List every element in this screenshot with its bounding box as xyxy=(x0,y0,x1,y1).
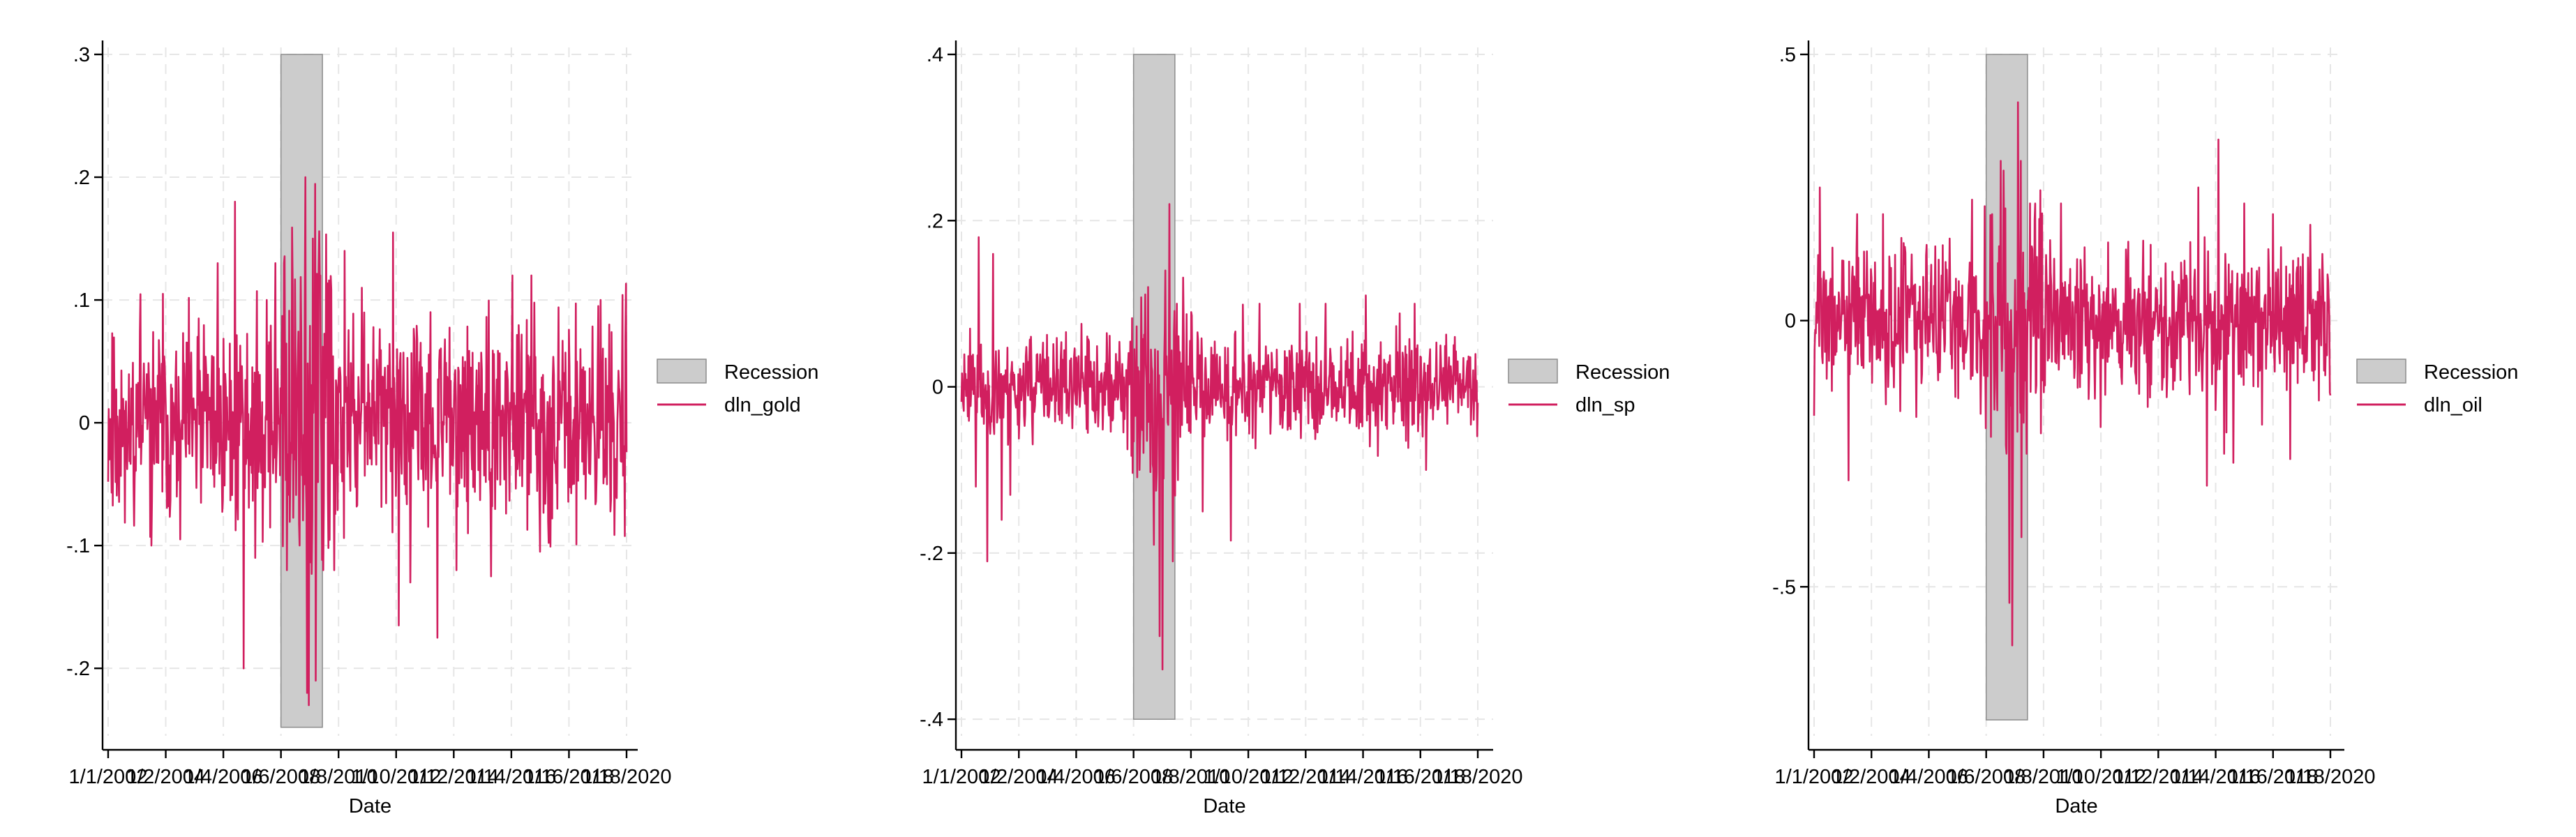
y-tick-label: 0 xyxy=(932,377,943,399)
y-tick-label: .4 xyxy=(927,44,943,66)
series-line-dln_sp xyxy=(960,203,1479,670)
chart-panel-1: .3 .2 .1 0 -.1 -.2 1/1/20021/2/20041/4/20061/6… xyxy=(66,40,818,817)
x-tick-label: 1/12/2014 xyxy=(1261,766,1351,788)
x-tick-label: 1/18/2020 xyxy=(1432,766,1522,788)
x-tick-label: 1/6/2008 xyxy=(1094,766,1173,788)
x-tick-label: 1/1/2002 xyxy=(1775,766,1854,788)
x-tick-label: 1/4/2006 xyxy=(1037,766,1116,788)
x-tick-label: 1/4/2006 xyxy=(1889,766,1968,788)
x-tick-label: 1/10/2012 xyxy=(1204,766,1294,788)
legend-swatch-recession xyxy=(657,359,707,384)
legend-swatch-recession xyxy=(1508,359,1558,384)
x-tick-label: 1/2/2004 xyxy=(126,766,205,788)
x-tick-label: 1/12/2014 xyxy=(409,766,499,788)
legend-swatch-recession xyxy=(2356,359,2406,384)
x-tick-label: 1/2/2004 xyxy=(1832,766,1911,788)
x-tick-label: 1/16/2018 xyxy=(524,766,614,788)
x-tick-label: 1/16/2018 xyxy=(1375,766,1465,788)
x-tick-label: 1/8/2010 xyxy=(299,766,378,788)
y-tick-label: .2 xyxy=(73,167,90,189)
x-tick-label: 1/18/2020 xyxy=(2285,766,2375,788)
y-tick-label: 0 xyxy=(79,412,90,435)
x-tick-label: 1/18/2020 xyxy=(581,766,671,788)
legend: Recession dln_sp xyxy=(1508,359,1670,416)
y-tick-label: -.5 xyxy=(1772,576,1796,598)
x-tick-label: 1/1/2002 xyxy=(69,766,148,788)
x-tick-label: 1/16/2018 xyxy=(2228,766,2318,788)
legend-label-series: dln_oil xyxy=(2424,394,2483,416)
x-tick-label: 1/14/2016 xyxy=(466,766,556,788)
legend: Recession dln_gold xyxy=(657,359,818,416)
y-tick-label: .2 xyxy=(927,210,943,232)
y-tick-label: -.2 xyxy=(66,658,90,680)
x-tick-label: 1/1/2002 xyxy=(922,766,1001,788)
x-tick-label: 1/8/2010 xyxy=(2004,766,2083,788)
x-axis-title: Date xyxy=(2055,795,2097,817)
x-axis-title: Date xyxy=(349,795,391,817)
x-tick-label: 1/8/2010 xyxy=(1151,766,1230,788)
legend-label-recession: Recession xyxy=(2424,361,2518,384)
legend-label-series: dln_sp xyxy=(1575,394,1635,416)
x-tick-label: 1/12/2014 xyxy=(2113,766,2203,788)
y-tick-label: .1 xyxy=(73,289,90,312)
legend-label-recession: Recession xyxy=(1575,361,1670,384)
y-tick-label: .5 xyxy=(1779,44,1796,66)
series-line-dln_gold xyxy=(107,176,628,707)
y-tick-label: -.2 xyxy=(920,543,943,565)
legend-label-recession: Recession xyxy=(724,361,818,384)
x-tick-label: 1/6/2008 xyxy=(241,766,320,788)
x-tick-label: 1/14/2016 xyxy=(2171,766,2261,788)
y-tick-label: .3 xyxy=(73,44,90,66)
legend-label-series: dln_gold xyxy=(724,394,801,416)
x-tick-label: 1/14/2016 xyxy=(1318,766,1408,788)
x-tick-label: 1/10/2012 xyxy=(351,766,441,788)
y-tick-label: 0 xyxy=(1785,310,1796,333)
x-tick-label: 1/2/2004 xyxy=(980,766,1058,788)
x-tick-label: 1/10/2012 xyxy=(2056,766,2146,788)
x-tick-label: 1/4/2006 xyxy=(184,766,263,788)
y-tick-label: -.4 xyxy=(920,709,943,731)
chart-panel-2: .4 .2 0 -.2 -.4 1/1/20021/2/20041/4/20061/6/2… xyxy=(920,40,1670,817)
chart-panel-3: .50-.51/1/20021/2/20041/4/20061/6/20081/… xyxy=(1772,40,2518,817)
series-line-dln_oil xyxy=(1813,101,2332,647)
x-tick-label: 1/6/2008 xyxy=(1947,766,2025,788)
legend: Recession dln_oil xyxy=(2356,359,2518,416)
x-axis-title: Date xyxy=(1203,795,1245,817)
y-tick-label: -.1 xyxy=(66,535,90,557)
